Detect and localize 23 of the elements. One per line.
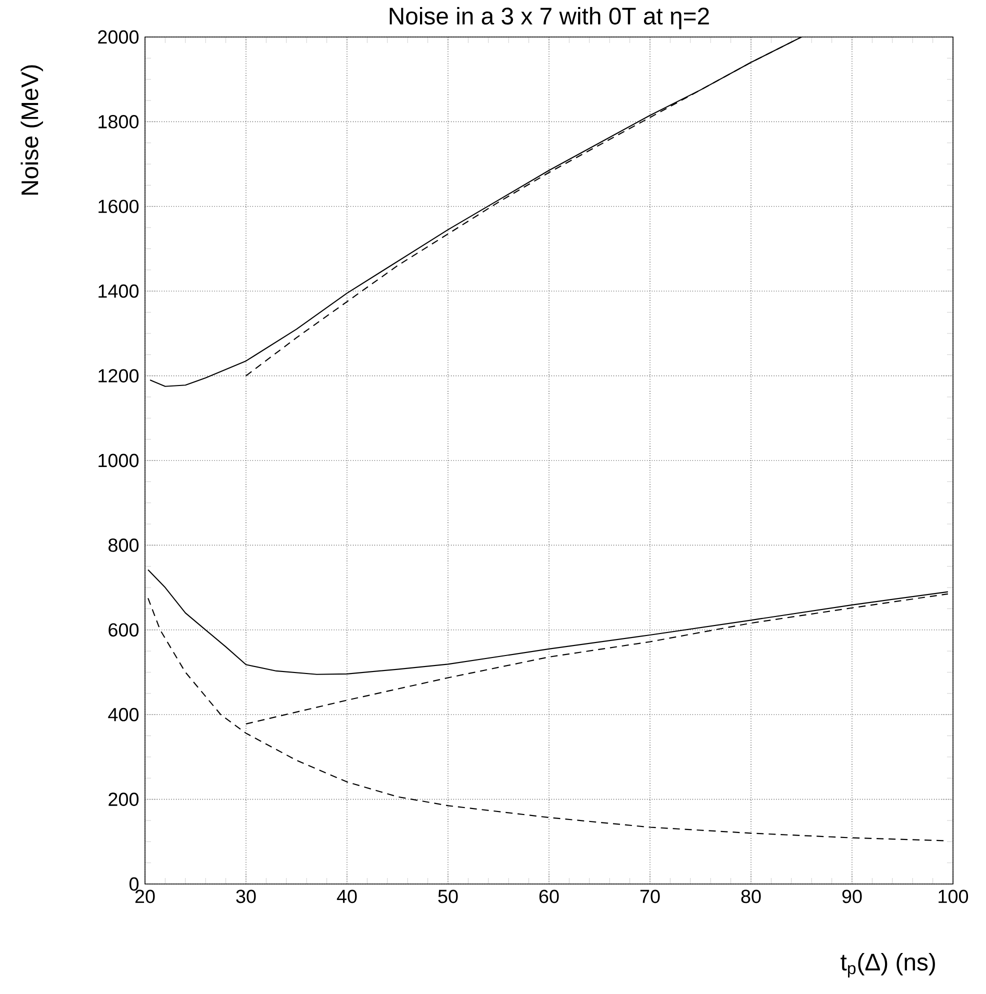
x-tick-label: 80 xyxy=(741,890,761,904)
x-tick-label: 20 xyxy=(135,890,155,904)
y-tick-label: 200 xyxy=(108,792,139,806)
y-tick-label: 800 xyxy=(108,538,139,552)
y-tick-label: 400 xyxy=(108,708,139,722)
x-tick-label: 90 xyxy=(842,890,862,904)
y-tick-label: 2000 xyxy=(98,30,139,44)
y-tick-label: 1600 xyxy=(98,200,139,214)
y-tick-label: 0 xyxy=(129,877,139,891)
y-tick-label: 1000 xyxy=(98,454,139,468)
x-tick-label: 50 xyxy=(438,890,458,904)
x-tick-label: 70 xyxy=(640,890,660,904)
x-tick-label: 30 xyxy=(236,890,256,904)
x-tick-label: 60 xyxy=(539,890,559,904)
x-axis-title: t$_{p}$(Δ) (ns) xyxy=(840,953,935,978)
y-tick-label: 1800 xyxy=(98,114,139,128)
y-tick-label: 1200 xyxy=(98,369,139,382)
x-tick-label: 100 xyxy=(938,890,968,904)
chart-title: Noise in a 3 x 7 with 0T at η=2 xyxy=(390,7,709,30)
y-tick-label: 1400 xyxy=(98,284,139,298)
x-tick-label: 40 xyxy=(336,890,357,904)
y-axis-title: Noise (MeV) xyxy=(20,65,44,195)
y-tick-label: 600 xyxy=(108,623,139,637)
